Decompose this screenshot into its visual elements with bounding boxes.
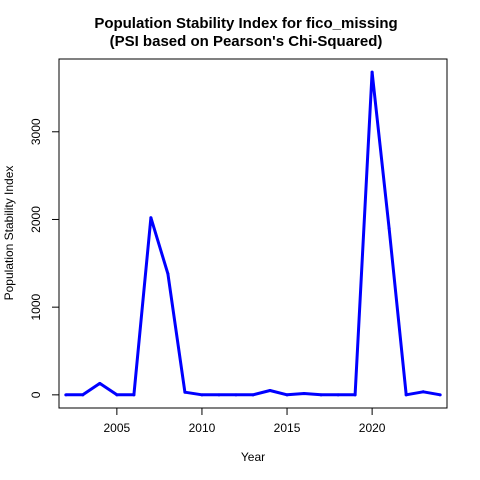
x-tick-label: 2005	[104, 421, 131, 435]
data-point	[251, 393, 255, 397]
data-point	[200, 393, 204, 397]
data-point	[81, 393, 85, 397]
y-axis-label: Population Stability Index	[2, 166, 16, 301]
data-point	[149, 216, 153, 220]
y-tick-label: 0	[29, 391, 43, 398]
series-layer	[64, 70, 442, 397]
y-tick-label: 3000	[29, 118, 43, 145]
data-point	[166, 272, 170, 276]
chart-subtitle: (PSI based on Pearson's Chi-Squared)	[110, 33, 383, 50]
data-point	[64, 393, 68, 397]
x-tick-label: 2015	[274, 421, 301, 435]
chart-title: Population Stability Index for fico_miss…	[94, 15, 397, 32]
data-point	[183, 390, 187, 394]
data-point	[319, 393, 323, 397]
data-point	[438, 393, 442, 397]
data-point	[421, 390, 425, 394]
data-point	[217, 393, 221, 397]
data-point	[115, 393, 119, 397]
x-axis-label: Year	[241, 450, 265, 464]
data-point	[404, 393, 408, 397]
data-point	[302, 392, 306, 396]
data-point	[387, 226, 391, 230]
x-tick-label: 2020	[359, 421, 386, 435]
data-point	[132, 393, 136, 397]
data-point	[234, 393, 238, 397]
data-point	[285, 393, 289, 397]
data-point	[336, 393, 340, 397]
data-point	[98, 381, 102, 385]
y-tick-label: 2000	[29, 206, 43, 233]
data-point	[370, 70, 374, 74]
y-tick-label: 1000	[29, 293, 43, 320]
x-axis: 2005 2010 2015 2020	[104, 407, 386, 435]
data-point	[268, 388, 272, 392]
series-line	[65, 70, 441, 397]
y-axis: 0 1000 2000 3000	[29, 118, 60, 398]
data-point	[353, 393, 357, 397]
x-tick-label: 2010	[189, 421, 216, 435]
